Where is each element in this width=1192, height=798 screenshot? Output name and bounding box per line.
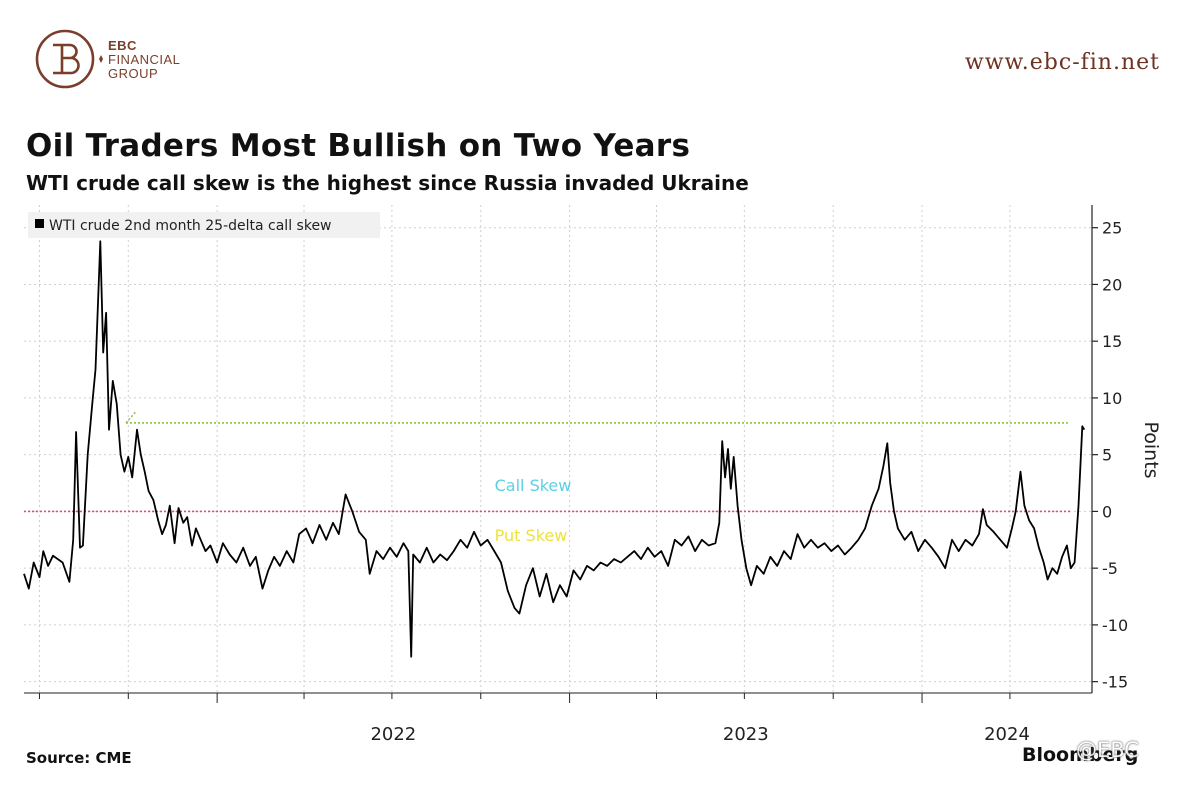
brand-name: EBC FINANCIAL GROUP <box>108 39 180 81</box>
y-tick-label: 15 <box>1102 332 1122 351</box>
y-tick-label: 20 <box>1102 275 1122 294</box>
y-axis-label: Points <box>1140 421 1162 478</box>
chart-title: Oil Traders Most Bullish on Two Years <box>26 128 691 164</box>
ebc-logo <box>35 29 103 89</box>
source-note: Source: CME <box>26 749 132 767</box>
y-axis: 25 20 15 10 5 0 -5 -10 -15 <box>1091 205 1128 693</box>
y-tick-label: -10 <box>1102 616 1128 635</box>
logo-star <box>99 55 103 63</box>
y-tick-label: 5 <box>1102 446 1112 465</box>
brand-line-1: EBC <box>108 38 137 53</box>
chart-subtitle: WTI crude call skew is the highest since… <box>26 171 749 195</box>
ebc-watermark: @EBC <box>1076 738 1139 762</box>
annotation-label: Put Skew <box>495 526 568 545</box>
brand-line-2: FINANCIAL <box>108 52 181 67</box>
x-tick-label: 2024 <box>984 724 1030 745</box>
bloomberg-logo: Bloomberg <box>1022 744 1139 766</box>
chart-grid <box>24 205 1092 693</box>
website-url: www.ebc-fin.net <box>964 50 1160 75</box>
reference-line-tick <box>125 411 137 424</box>
y-tick-label: 0 <box>1102 502 1112 521</box>
y-tick-label: 10 <box>1102 389 1122 408</box>
x-tick-label: 2023 <box>723 724 769 745</box>
x-axis: 2022 2023 2024 <box>24 692 1092 745</box>
brand-line-3: GROUP <box>108 66 159 81</box>
legend: WTI crude 2nd month 25-delta call skew <box>28 212 380 238</box>
x-tick-label: 2022 <box>370 724 416 745</box>
annotation-label: Call Skew <box>495 476 572 495</box>
legend-swatch <box>35 219 44 228</box>
legend-label: WTI crude 2nd month 25-delta call skew <box>49 218 332 234</box>
series-line <box>23 240 1086 658</box>
logo-mark <box>53 43 80 75</box>
y-tick-label: 25 <box>1102 219 1122 238</box>
logo-ring <box>35 29 95 89</box>
legend-box <box>28 212 380 238</box>
reference-lines <box>24 411 1070 513</box>
annotations: Call Skew Put Skew <box>495 476 572 545</box>
y-tick-label: -5 <box>1102 559 1118 578</box>
y-tick-label: -15 <box>1102 673 1128 692</box>
